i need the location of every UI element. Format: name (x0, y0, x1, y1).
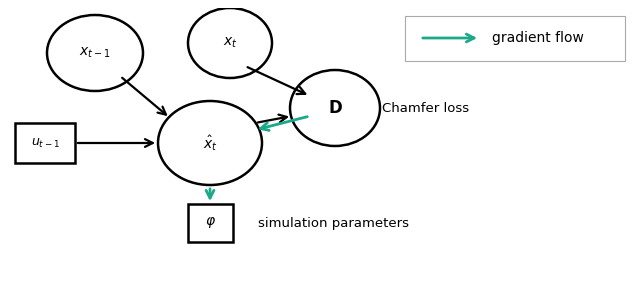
Ellipse shape (158, 101, 262, 185)
Text: $\varphi$: $\varphi$ (205, 216, 216, 230)
FancyBboxPatch shape (405, 16, 625, 61)
Text: Chamfer loss: Chamfer loss (382, 101, 469, 114)
Text: gradient flow: gradient flow (492, 31, 584, 45)
Text: $x_{t-1}$: $x_{t-1}$ (79, 46, 111, 60)
FancyBboxPatch shape (188, 204, 232, 242)
Text: $\hat{x}_t$: $\hat{x}_t$ (203, 133, 218, 153)
Text: $\mathbf{D}$: $\mathbf{D}$ (328, 99, 342, 117)
Ellipse shape (47, 15, 143, 91)
Text: $u_{t-1}$: $u_{t-1}$ (31, 137, 60, 149)
Ellipse shape (290, 70, 380, 146)
Text: simulation parameters: simulation parameters (258, 216, 409, 230)
Ellipse shape (188, 8, 272, 78)
FancyBboxPatch shape (15, 123, 75, 163)
Text: $x_t$: $x_t$ (223, 36, 237, 50)
